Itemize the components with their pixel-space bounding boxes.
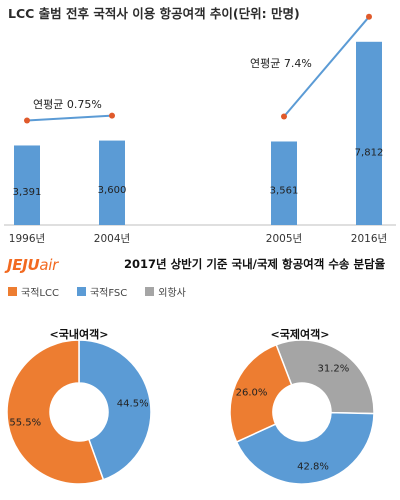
legend-item-foreign: 외항사 xyxy=(145,284,186,299)
trend-line-0 xyxy=(26,114,113,122)
legend-label-fsc: 국적FSC xyxy=(89,288,128,299)
bar-chart-title: LCC 출범 전후 국적사 이용 항공여객 추이(단위: 만명) xyxy=(8,6,300,21)
legend-swatch-lcc xyxy=(8,287,17,296)
bar-value-label-3: 7,812 xyxy=(355,147,384,158)
bar-0 xyxy=(14,145,40,225)
jejuair-logo: JEJUair xyxy=(7,256,59,274)
pie-label-international: <국제여객> xyxy=(270,328,330,341)
legend-swatch-foreign xyxy=(145,287,155,296)
bar-value-label-1: 3,600 xyxy=(98,185,127,196)
trend-marker-1 xyxy=(109,112,115,119)
bar-1 xyxy=(99,140,125,225)
bar-2 xyxy=(271,141,297,225)
donut-0-slice-1 xyxy=(6,339,105,485)
legend-item-fsc: 국적FSC xyxy=(76,284,128,299)
donut-0-slice-label-0: 44.5% xyxy=(117,399,149,410)
legend-item-lcc: 국적LCC xyxy=(8,284,59,299)
pie-legend: 국적LCC 국적FSC 외항사 xyxy=(8,284,186,299)
x-tick-label-3: 2016년 xyxy=(351,233,387,245)
donut-1-slice-2 xyxy=(229,343,293,443)
bar-value-label-2: 3,561 xyxy=(270,185,299,196)
trend-marker-2 xyxy=(281,113,287,120)
pie-chart-title: 2017년 상반기 기준 국내/국제 항공여객 수송 분담율 xyxy=(124,257,386,271)
x-tick-label-0: 1996년 xyxy=(9,233,45,245)
donut-1-slice-label-1: 42.8% xyxy=(297,461,329,472)
donut-0-slice-0 xyxy=(78,339,152,481)
donut-1-slice-0 xyxy=(275,339,375,415)
donut-1-slice-label-2: 26.0% xyxy=(236,387,268,398)
legend-swatch-fsc xyxy=(76,287,86,296)
donut-1-slice-1 xyxy=(235,411,375,485)
x-tick-label-2: 2005년 xyxy=(266,233,302,245)
x-tick-label-1: 2004년 xyxy=(94,233,130,245)
pie-label-domestic: <국내여객> xyxy=(49,328,109,341)
legend-label-foreign: 외항사 xyxy=(158,288,186,299)
trend-line-1 xyxy=(283,16,370,118)
donut-1-slice-label-0: 31.2% xyxy=(317,363,349,374)
legend-label-lcc: 국적LCC xyxy=(21,288,59,299)
trend-marker-3 xyxy=(366,13,372,20)
bar-value-label-0: 3,391 xyxy=(13,187,42,198)
annotation-cagr-1: 연평균 0.75% xyxy=(33,98,102,111)
annotation-cagr-2: 연평균 7.4% xyxy=(250,57,312,70)
bar-3 xyxy=(356,41,382,225)
trend-marker-0 xyxy=(24,117,30,124)
donut-0-slice-label-1: 55.5% xyxy=(9,417,41,428)
bar-chart: 3,391 1996년 3,600 2004년 3,561 2005년 7,812 2016년… xyxy=(4,13,396,245)
